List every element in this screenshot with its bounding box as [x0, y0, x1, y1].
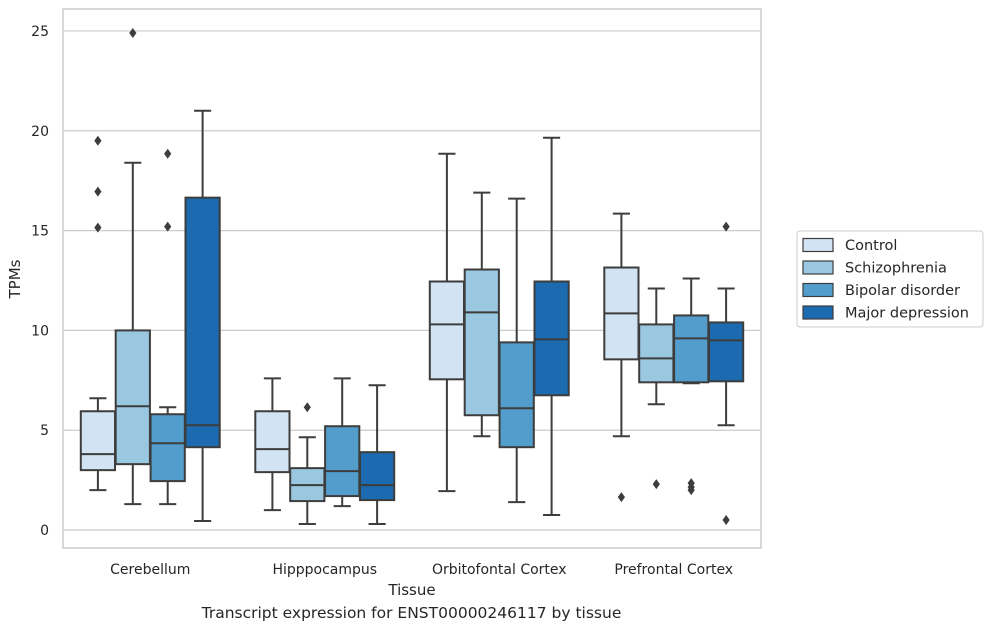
legend-swatch	[802, 260, 834, 275]
legend-label: Control	[845, 238, 897, 254]
box-group	[707, 221, 745, 526]
box	[149, 413, 186, 483]
y-tick-label: 20	[31, 124, 49, 140]
y-tick-labels: 0 5 10 15 20 25	[31, 24, 49, 539]
box	[114, 329, 151, 466]
box	[498, 341, 535, 449]
box	[79, 410, 117, 472]
legend-swatch	[802, 305, 834, 320]
y-axis-label: TPMs	[6, 259, 24, 299]
x-axis-label: Tissue	[387, 581, 435, 599]
legend: Control Schizophrenia Bipolar disorder Majo…	[796, 230, 984, 328]
outlier-point	[722, 221, 730, 232]
box	[428, 280, 466, 381]
y-tick-label: 5	[40, 423, 49, 439]
x-tick-label: Hipppocampus	[272, 562, 377, 578]
outlier-point	[164, 221, 172, 232]
box	[463, 268, 500, 417]
chart-title: Transcript expression for ENST0000024611…	[201, 604, 622, 622]
outlier-point	[94, 186, 102, 197]
x-tick-label: Orbitofontal Cortex	[432, 562, 567, 578]
box-group	[673, 277, 710, 496]
box-group	[254, 377, 291, 512]
outlier-point	[652, 479, 660, 490]
y-tick-label: 15	[31, 224, 49, 240]
outlier-point	[617, 492, 625, 503]
outlier-point	[129, 27, 137, 38]
legend-label: Bipolar disorder	[845, 283, 960, 299]
outlier-point	[94, 222, 102, 233]
box-group	[149, 148, 186, 506]
outlier-point	[94, 135, 102, 146]
x-tick-label: Prefrontal Cortex	[614, 562, 733, 578]
y-tick-label: 0	[40, 523, 49, 539]
box-group	[79, 135, 117, 492]
box	[358, 451, 396, 502]
outlier-point	[303, 402, 311, 413]
box	[673, 314, 710, 384]
x-tick-label: Cerebellum	[110, 562, 190, 578]
box-group	[289, 402, 326, 526]
legend-swatch	[802, 282, 834, 298]
boxes	[79, 27, 745, 526]
box-group	[358, 384, 396, 526]
box-group	[114, 27, 151, 506]
box-group	[533, 136, 570, 517]
box-group	[498, 197, 535, 504]
legend-frame	[796, 230, 984, 328]
y-tick-label: 25	[31, 24, 49, 40]
box	[324, 425, 361, 498]
box-group	[638, 287, 675, 490]
outlier-point	[687, 485, 695, 496]
plot-area	[62, 8, 762, 549]
outlier-point	[164, 148, 172, 159]
y-tick-label: 10	[31, 323, 49, 339]
legend-label: Major depression	[845, 306, 969, 322]
box	[707, 321, 745, 383]
legend-swatch	[802, 237, 834, 253]
box	[184, 196, 221, 449]
outlier-point	[722, 515, 730, 526]
box	[638, 323, 675, 384]
box-group	[184, 109, 221, 523]
box-group	[603, 212, 640, 503]
box-group	[324, 377, 361, 508]
legend-label: Schizophrenia	[845, 261, 947, 277]
x-tick-labels: Cerebellum Hipppocampus Orbitofontal Corte…	[110, 562, 733, 578]
box-group	[463, 191, 500, 438]
box	[254, 410, 291, 474]
box-group	[428, 152, 466, 493]
